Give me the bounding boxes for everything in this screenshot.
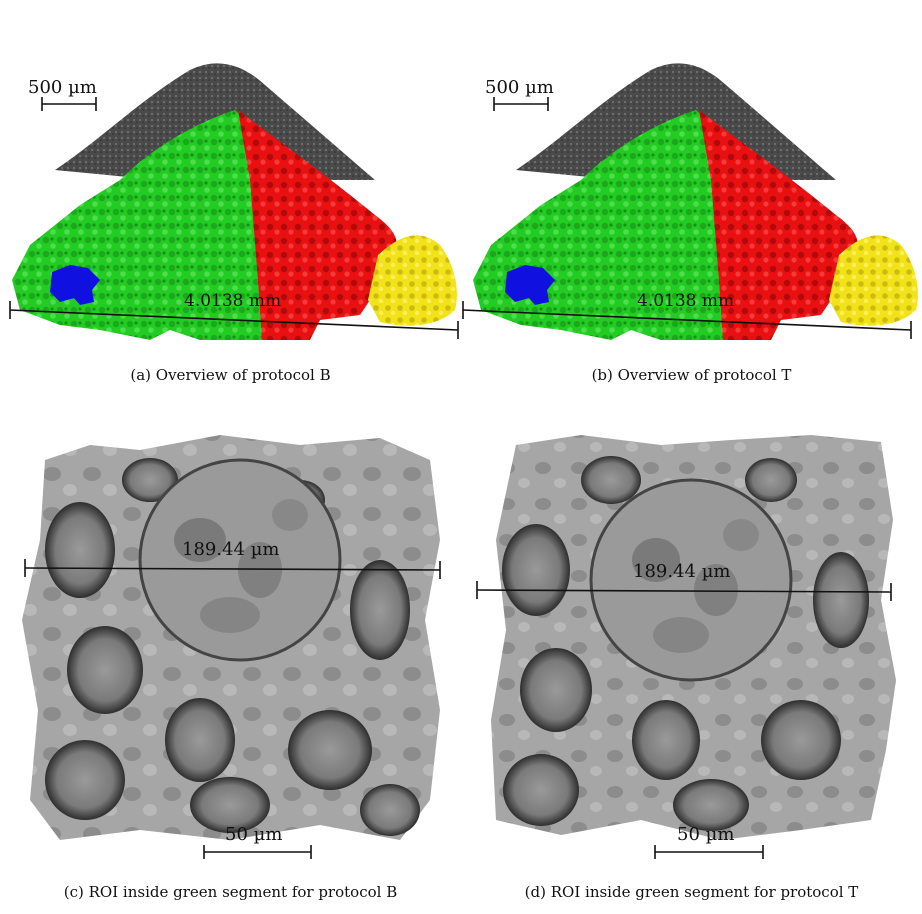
panel-overview-protocol-b: 4.0138 mm 500 µm bbox=[0, 40, 461, 360]
panel-roi-protocol-t: 189.44 µm 50 µm bbox=[461, 420, 922, 880]
caption-d: (d) ROI inside green segment for protoco… bbox=[524, 883, 859, 901]
roi-render-b: 189.44 µm 50 µm bbox=[22, 435, 441, 859]
caption-b: (b) Overview of protocol T bbox=[591, 366, 792, 384]
panel-roi-protocol-b: 189.44 µm 50 µm bbox=[0, 420, 461, 880]
caption-a: (a) Overview of protocol B bbox=[130, 366, 331, 384]
blue-segment bbox=[50, 265, 100, 305]
overview-render-t: 4.0138 mm 500 µm bbox=[462, 63, 918, 340]
yellow-segment bbox=[829, 235, 918, 326]
red-segment bbox=[238, 110, 397, 340]
caption-c: (c) ROI inside green segment for protoco… bbox=[63, 883, 398, 901]
scale-bar-label: 500 µm bbox=[28, 77, 97, 98]
scale-bar-label: 50 µm bbox=[677, 824, 734, 845]
roi-render-t: 189.44 µm 50 µm bbox=[476, 435, 896, 859]
measure-line bbox=[462, 309, 912, 331]
overview-render-b: 4.0138 mm 500 µm bbox=[9, 63, 459, 340]
measure-label: 189.44 µm bbox=[182, 539, 279, 560]
scale-bar-label: 500 µm bbox=[485, 77, 554, 98]
measure-label: 4.0138 mm bbox=[184, 291, 281, 311]
measure-line bbox=[476, 589, 892, 593]
red-segment bbox=[699, 110, 858, 340]
pores bbox=[45, 458, 420, 836]
blue-segment bbox=[505, 265, 555, 305]
measure-line bbox=[24, 567, 441, 571]
measure-label: 189.44 µm bbox=[633, 561, 730, 582]
panel-overview-protocol-t: 4.0138 mm 500 µm bbox=[461, 40, 922, 360]
scale-bar-label: 50 µm bbox=[225, 824, 282, 845]
measure-line bbox=[9, 309, 459, 331]
pores bbox=[502, 456, 869, 831]
yellow-segment bbox=[368, 235, 457, 326]
measure-label: 4.0138 mm bbox=[637, 291, 734, 311]
